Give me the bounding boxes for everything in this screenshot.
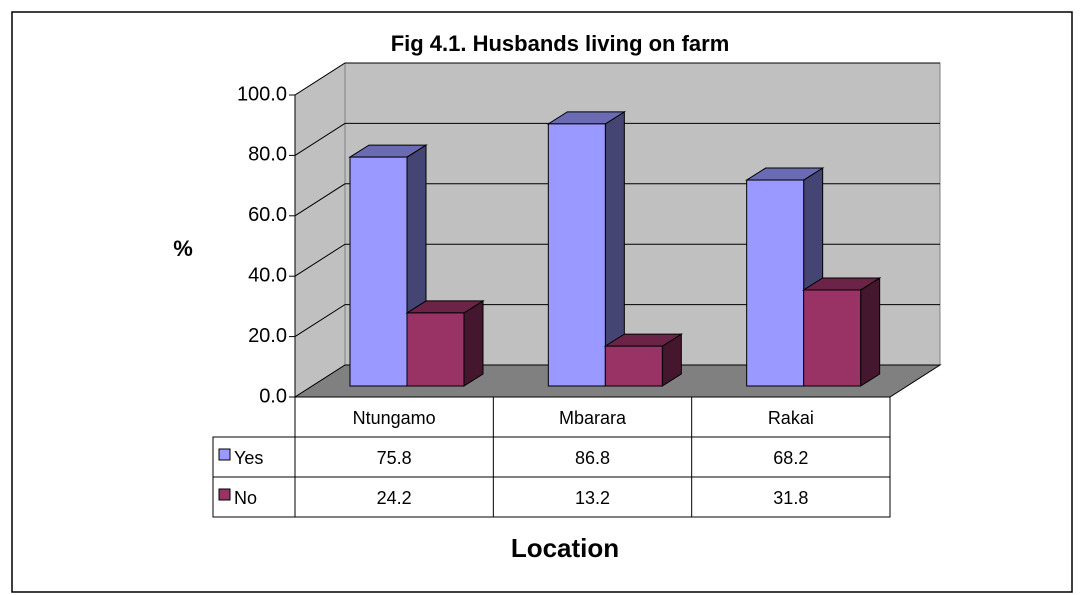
legend-label: Yes [234,448,263,468]
x-tick-label: Rakai [768,408,814,428]
y-tick-label: 100.0 [237,83,287,105]
bar [547,123,606,387]
y-tick-label: 80.0 [248,144,287,166]
bar [406,312,465,387]
x-tick-label: Mbarara [559,408,627,428]
x-axis-label: Location [511,533,619,563]
chart-title: Fig 4.1. Husbands living on farm [391,31,730,56]
legend-swatch [218,448,231,461]
table-value: 24.2 [377,488,412,508]
y-tick-label: 60.0 [248,204,287,226]
y-tick-label: 0.0 [259,385,287,407]
grid-line [294,243,940,277]
table-value: 13.2 [575,488,610,508]
x-tick-label: Ntungamo [353,408,436,428]
side-wall [294,62,346,398]
bar [803,289,862,387]
grid-line [294,122,940,156]
table-value: 68.2 [773,448,808,468]
grid-line [294,183,940,217]
y-tick-label: 40.0 [248,264,287,286]
bar [746,179,805,387]
bar-side [463,300,484,387]
bar-side [860,277,881,387]
y-axis-label: % [173,236,193,261]
table-value: 86.8 [575,448,610,468]
y-tick-label: 20.0 [248,325,287,347]
legend-label: No [234,488,257,508]
bar [604,345,663,387]
table-value: 31.8 [773,488,808,508]
grid-line [294,304,940,338]
table-value: 75.8 [377,448,412,468]
bar [349,156,408,387]
grid-line [294,62,940,96]
legend-swatch [218,488,231,501]
